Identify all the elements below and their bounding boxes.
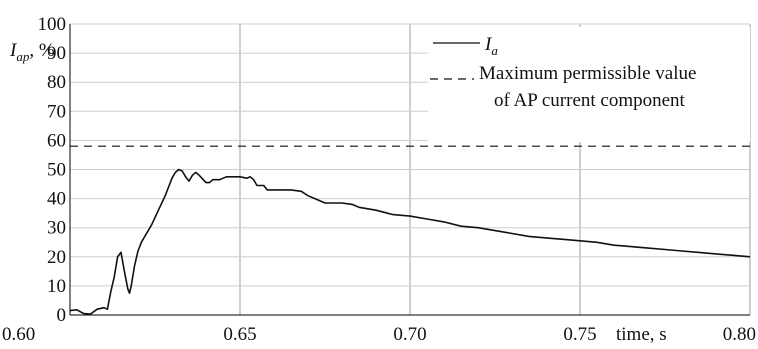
x-tick-label: 0.65 xyxy=(223,324,256,345)
y-tick-label: 60 xyxy=(47,130,66,151)
series-line-ia xyxy=(69,168,751,315)
legend-entry-ia: Ia xyxy=(484,34,498,58)
y-tick-label: 40 xyxy=(47,189,66,210)
x-tick-label: 0.75 xyxy=(563,324,596,345)
x-tick-label: 0.60 xyxy=(2,324,35,345)
grid-lines xyxy=(70,23,751,315)
x-axis-label: time, s xyxy=(616,324,667,345)
y-axis-label: Iap, % xyxy=(9,40,55,64)
legend-entry-ia-subscript: a xyxy=(491,43,498,58)
axes xyxy=(69,24,750,316)
legend-entry-ia-main: I xyxy=(484,34,493,55)
y-tick-labels: 0 10 20 30 40 50 60 70 80 90 100 xyxy=(38,14,67,326)
legend: Ia Maximum permissible value of AP curre… xyxy=(428,27,750,142)
y-axis-label-subscript: ap xyxy=(16,49,30,64)
y-tick-label: 30 xyxy=(47,218,66,239)
y-tick-label: 10 xyxy=(47,276,66,297)
y-tick-label: 100 xyxy=(38,14,67,35)
y-tick-label: 80 xyxy=(47,72,66,93)
legend-entry-max-line1: Maximum permissible value xyxy=(479,63,696,84)
x-tick-label: 0.80 xyxy=(723,324,756,345)
series-layer xyxy=(69,145,751,315)
legend-entry-max-line2: of AP current component xyxy=(494,90,686,111)
y-axis-label-suffix: , % xyxy=(29,40,55,61)
y-tick-label: 90 xyxy=(47,43,66,64)
y-tick-label: 70 xyxy=(47,101,66,122)
x-tick-label: 0.70 xyxy=(393,324,426,345)
y-tick-label: 0 xyxy=(57,305,67,326)
y-tick-label: 50 xyxy=(47,160,66,181)
x-tick-labels: 0.60 0.65 0.70 0.75 0.80 xyxy=(2,324,756,345)
y-axis-label-main: I xyxy=(9,40,18,61)
y-tick-label: 20 xyxy=(47,247,66,268)
legend-background xyxy=(428,27,750,142)
